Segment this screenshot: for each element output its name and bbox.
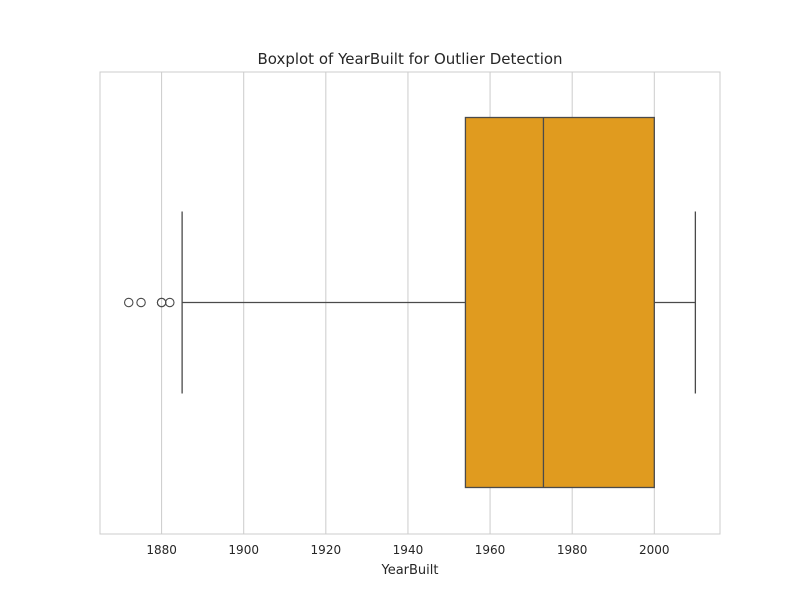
x-tick-label-1940: 1940 (393, 543, 424, 557)
x-axis-ticks: 1880 1900 1920 1940 1960 1980 2000 (146, 543, 669, 557)
x-tick-label-1900: 1900 (228, 543, 259, 557)
outlier-point (165, 297, 175, 308)
outlier-points (123, 297, 175, 308)
x-tick-label-1880: 1880 (146, 543, 177, 557)
chart-title: Boxplot of YearBuilt for Outlier Detecti… (257, 50, 562, 68)
x-tick-label-1960: 1960 (475, 543, 506, 557)
box-plot-group (181, 116, 697, 489)
x-tick-label-1920: 1920 (311, 543, 342, 557)
iqr-box (464, 116, 655, 489)
x-tick-label-2000: 2000 (639, 543, 670, 557)
x-tick-label-1980: 1980 (557, 543, 588, 557)
plot-area-frame (99, 71, 721, 535)
x-axis-label: YearBuilt (380, 563, 438, 578)
outlier-point (123, 297, 134, 308)
outlier-point (136, 297, 146, 308)
